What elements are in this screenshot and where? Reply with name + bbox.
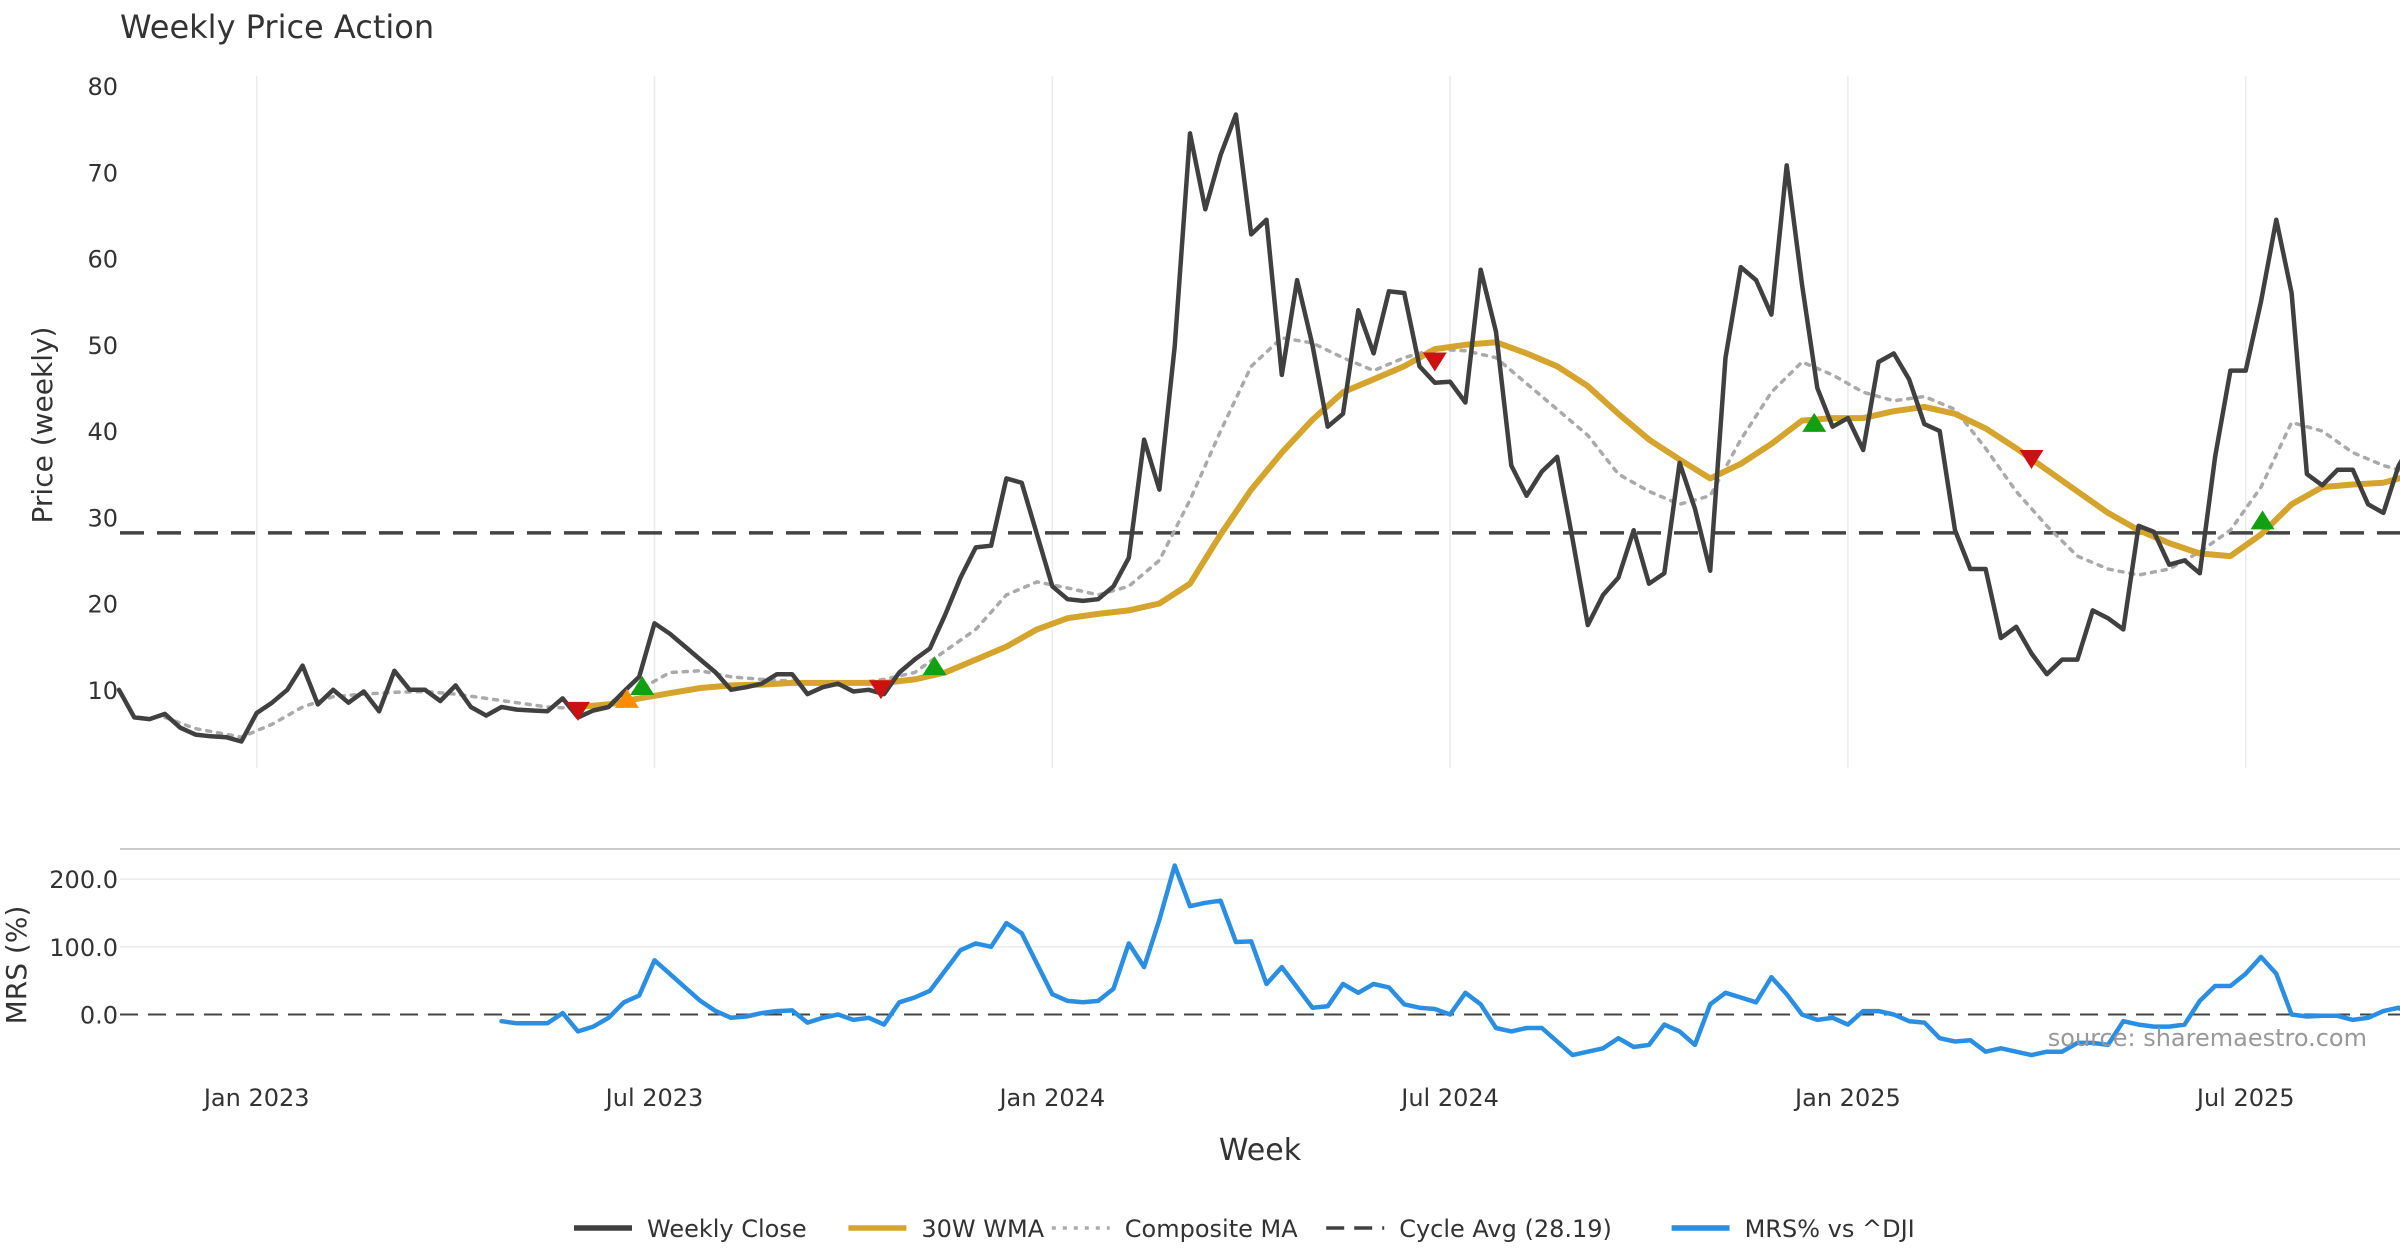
legend-item-4: MRS% vs ^DJI	[1671, 1215, 1915, 1243]
price-y-tick-5: 60	[87, 246, 118, 274]
signal-up-marker-1	[614, 688, 639, 708]
source-note: source: sharemaestro.com	[2048, 1024, 2367, 1052]
price-y-tick-0: 10	[87, 677, 118, 705]
mrs-y-ticks: 0.0 100.0 200.0	[49, 866, 118, 1029]
x-axis-label: Week	[1219, 1133, 1302, 1168]
price-panel: 10 20 30 40 50 60 70 80 Price (weekly)	[26, 73, 2400, 768]
signal-down-marker-5	[1422, 352, 1447, 372]
mrs-y-axis-label: MRS (%)	[0, 906, 33, 1025]
legend-item-2: Composite MA	[1051, 1215, 1298, 1243]
x-axis-ticks: Jan 2023 Jul 2023 Jan 2024 Jul 2024 Jan 2025…	[202, 1084, 2295, 1112]
price-y-tick-6: 70	[87, 159, 118, 187]
x-tick-1: Jul 2023	[604, 1084, 704, 1112]
price-gridlines	[255, 76, 2247, 768]
legend-item-0: Weekly Close	[574, 1215, 807, 1243]
price-y-ticks: 10 20 30 40 50 60 70 80	[87, 73, 118, 705]
signal-down-marker-0	[566, 701, 590, 721]
legend-label-2: Composite MA	[1125, 1215, 1298, 1243]
x-tick-0: Jan 2023	[202, 1084, 310, 1112]
mrs-y-tick-0: 0.0	[80, 1001, 118, 1029]
x-tick-3: Jul 2024	[1399, 1084, 1499, 1112]
signal-up-marker-8	[2250, 510, 2275, 530]
mrs-gridlines	[120, 878, 2400, 948]
chart-title: Weekly Price Action	[120, 8, 434, 46]
legend-item-1: 30W WMA	[848, 1215, 1045, 1243]
legend-label-1: 30W WMA	[921, 1215, 1044, 1243]
x-tick-2: Jan 2024	[997, 1084, 1105, 1112]
price-y-tick-2: 30	[87, 504, 118, 532]
mrs-series-line	[499, 863, 2400, 1058]
price-y-tick-3: 40	[87, 418, 118, 446]
series-30w-wma	[575, 339, 2400, 710]
signal-up-marker-2	[630, 675, 655, 695]
series-mrs-vs-dji	[499, 863, 2400, 1058]
series-composite-ma	[163, 336, 2400, 739]
price-series-lines	[116, 112, 2400, 744]
signal-markers	[566, 352, 2275, 721]
signal-down-marker-7	[2019, 449, 2044, 469]
signal-down-marker-3	[868, 680, 893, 700]
x-tick-5: Jul 2025	[2195, 1084, 2295, 1112]
mrs-y-tick-2: 200.0	[49, 866, 118, 894]
mrs-panel: 0.0 100.0 200.0 MRS (%) source: sharemaest…	[0, 848, 2400, 1058]
legend-label-4: MRS% vs ^DJI	[1745, 1215, 1915, 1243]
legend-label-0: Weekly Close	[647, 1215, 807, 1243]
signal-up-marker-6	[1802, 412, 1827, 432]
signal-up-marker-4	[922, 656, 947, 676]
price-y-tick-4: 50	[87, 332, 118, 360]
series-weekly-close	[116, 112, 2400, 744]
x-tick-4: Jan 2025	[1793, 1084, 1901, 1112]
legend: Weekly Close 30W WMA Composite MA Cycle Avg…	[574, 1215, 1915, 1243]
price-y-axis-label: Price (weekly)	[26, 327, 59, 524]
mrs-y-tick-1: 100.0	[49, 934, 118, 962]
legend-label-3: Cycle Avg (28.19)	[1399, 1215, 1612, 1243]
price-y-tick-1: 20	[87, 591, 118, 619]
price-y-tick-7: 80	[87, 73, 118, 101]
legend-item-3: Cycle Avg (28.19)	[1326, 1215, 1612, 1243]
